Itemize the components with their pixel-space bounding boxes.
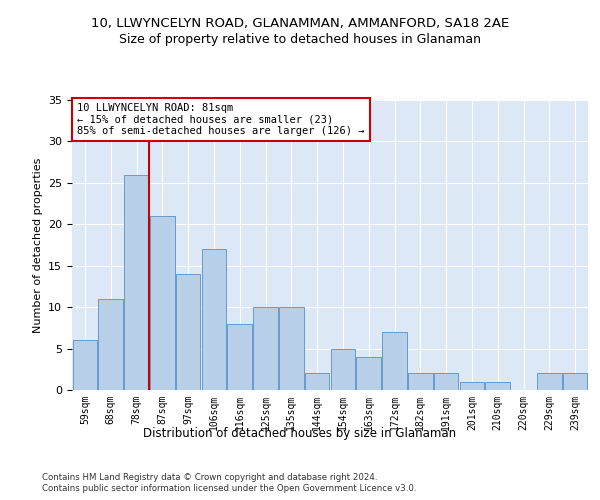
Text: Distribution of detached houses by size in Glanaman: Distribution of detached houses by size …	[143, 428, 457, 440]
Bar	[408, 374, 433, 390]
Bar	[460, 382, 484, 390]
Bar	[253, 307, 278, 390]
Bar	[434, 374, 458, 390]
Bar	[563, 374, 587, 390]
Bar	[537, 374, 562, 390]
Bar	[356, 357, 381, 390]
Bar	[227, 324, 252, 390]
Bar	[73, 340, 97, 390]
Text: Contains HM Land Registry data © Crown copyright and database right 2024.: Contains HM Land Registry data © Crown c…	[42, 472, 377, 482]
Bar	[305, 374, 329, 390]
Bar	[279, 307, 304, 390]
Bar	[150, 216, 175, 390]
Bar	[485, 382, 510, 390]
Text: Size of property relative to detached houses in Glanaman: Size of property relative to detached ho…	[119, 32, 481, 46]
Y-axis label: Number of detached properties: Number of detached properties	[32, 158, 43, 332]
Bar	[124, 174, 149, 390]
Bar	[176, 274, 200, 390]
Bar	[382, 332, 407, 390]
Text: Contains public sector information licensed under the Open Government Licence v3: Contains public sector information licen…	[42, 484, 416, 493]
Bar	[98, 299, 123, 390]
Text: 10, LLWYNCELYN ROAD, GLANAMMAN, AMMANFORD, SA18 2AE: 10, LLWYNCELYN ROAD, GLANAMMAN, AMMANFOR…	[91, 18, 509, 30]
Bar	[202, 249, 226, 390]
Text: 10 LLWYNCELYN ROAD: 81sqm
← 15% of detached houses are smaller (23)
85% of semi-: 10 LLWYNCELYN ROAD: 81sqm ← 15% of detac…	[77, 103, 365, 136]
Bar	[331, 348, 355, 390]
